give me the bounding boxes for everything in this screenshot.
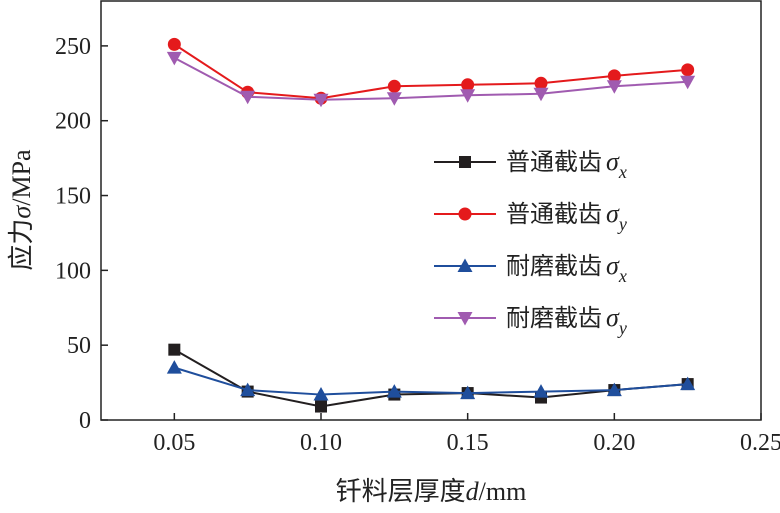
legend-label: 耐磨截齿 σy — [506, 303, 627, 338]
legend-item: 普通截齿 σy — [434, 199, 627, 234]
data-point — [313, 387, 329, 401]
legend-label-subscript: y — [617, 214, 627, 234]
data-point — [534, 76, 548, 90]
legend-item: 耐磨截齿 σx — [434, 251, 627, 286]
y-tick-label: 100 — [55, 258, 91, 284]
x-tick-label: 0.10 — [300, 430, 342, 456]
legend-label: 耐磨截齿 σx — [506, 251, 627, 286]
series-line — [174, 366, 688, 396]
data-point — [313, 93, 329, 108]
y-axis-title-unit: /MPa — [7, 149, 36, 206]
legend-item: 普通截齿 σx — [434, 147, 627, 182]
series-0 — [168, 343, 694, 413]
data-point — [607, 69, 621, 83]
legend-marker — [457, 258, 473, 272]
x-tick-label: 0.25 — [740, 430, 780, 456]
x-axis-title-unit: /mm — [479, 477, 527, 506]
y-tick-label: 50 — [67, 333, 91, 359]
x-axis-title-prefix: 钎料层厚度 — [336, 477, 466, 507]
data-point — [681, 63, 695, 77]
legend-label: 普通截齿 σy — [506, 199, 627, 234]
legend-label-text: 耐磨截齿 — [506, 252, 602, 280]
data-point — [680, 376, 696, 391]
data-point — [240, 382, 256, 397]
data-point — [166, 51, 182, 66]
data-point — [386, 92, 402, 106]
plot-frame — [100, 0, 762, 421]
legend-marker — [459, 156, 471, 168]
legend-label-sigma: σ — [606, 303, 620, 332]
legend-marker — [457, 312, 473, 326]
series-2 — [166, 360, 696, 401]
legend-label-sigma: σ — [606, 199, 620, 228]
data-point — [606, 382, 622, 397]
legend-marker — [458, 207, 472, 221]
data-point — [606, 80, 622, 94]
plot-area — [100, 0, 762, 421]
legend-label-subscript: x — [618, 266, 627, 286]
series-3 — [166, 51, 696, 108]
data-point — [167, 37, 181, 51]
y-tick-label: 200 — [55, 109, 91, 135]
axis-ticks: 0.05 0.10 0.15 0.20 0.25 0 50 100 150 200 250 — [55, 34, 780, 456]
y-tick-label: 250 — [55, 34, 91, 60]
y-axis-title: 应力σ/MPa — [7, 149, 37, 271]
series-line — [173, 56, 688, 101]
legend-label-subscript: x — [618, 162, 627, 182]
data-point — [166, 360, 182, 374]
data-point — [168, 343, 181, 356]
x-axis-title: 钎料层厚度d/mm — [336, 477, 527, 507]
data-point — [680, 75, 696, 90]
series-layer — [166, 37, 696, 413]
y-tick-label: 150 — [55, 184, 91, 210]
legend-label-sigma: σ — [606, 251, 620, 280]
legend-label-sigma: σ — [606, 147, 620, 176]
legend-label: 普通截齿 σx — [506, 147, 627, 182]
x-tick-label: 0.05 — [153, 430, 195, 456]
data-point — [460, 385, 476, 400]
x-axis-title-var: d — [466, 477, 480, 506]
data-point — [533, 384, 549, 398]
data-point — [240, 90, 256, 105]
data-point — [533, 87, 549, 102]
y-axis-title-prefix: 应力 — [7, 219, 37, 271]
legend-label-text: 普通截齿 — [506, 200, 602, 228]
y-axis-title-var: σ — [7, 205, 36, 219]
series-line — [173, 348, 688, 408]
series-line — [173, 43, 688, 100]
data-point — [387, 79, 401, 93]
legend-label-text: 耐磨截齿 — [506, 304, 602, 332]
x-tick-label: 0.15 — [447, 430, 489, 456]
data-point — [460, 89, 476, 103]
x-tick-label: 0.20 — [593, 430, 635, 456]
data-point — [315, 400, 327, 413]
y-tick-label: 0 — [79, 408, 91, 434]
legend-label-text: 普通截齿 — [506, 148, 602, 176]
data-point — [461, 78, 475, 92]
legend-item: 耐磨截齿 σy — [434, 303, 627, 338]
legend-label-subscript: y — [617, 318, 627, 338]
data-point — [386, 384, 402, 398]
